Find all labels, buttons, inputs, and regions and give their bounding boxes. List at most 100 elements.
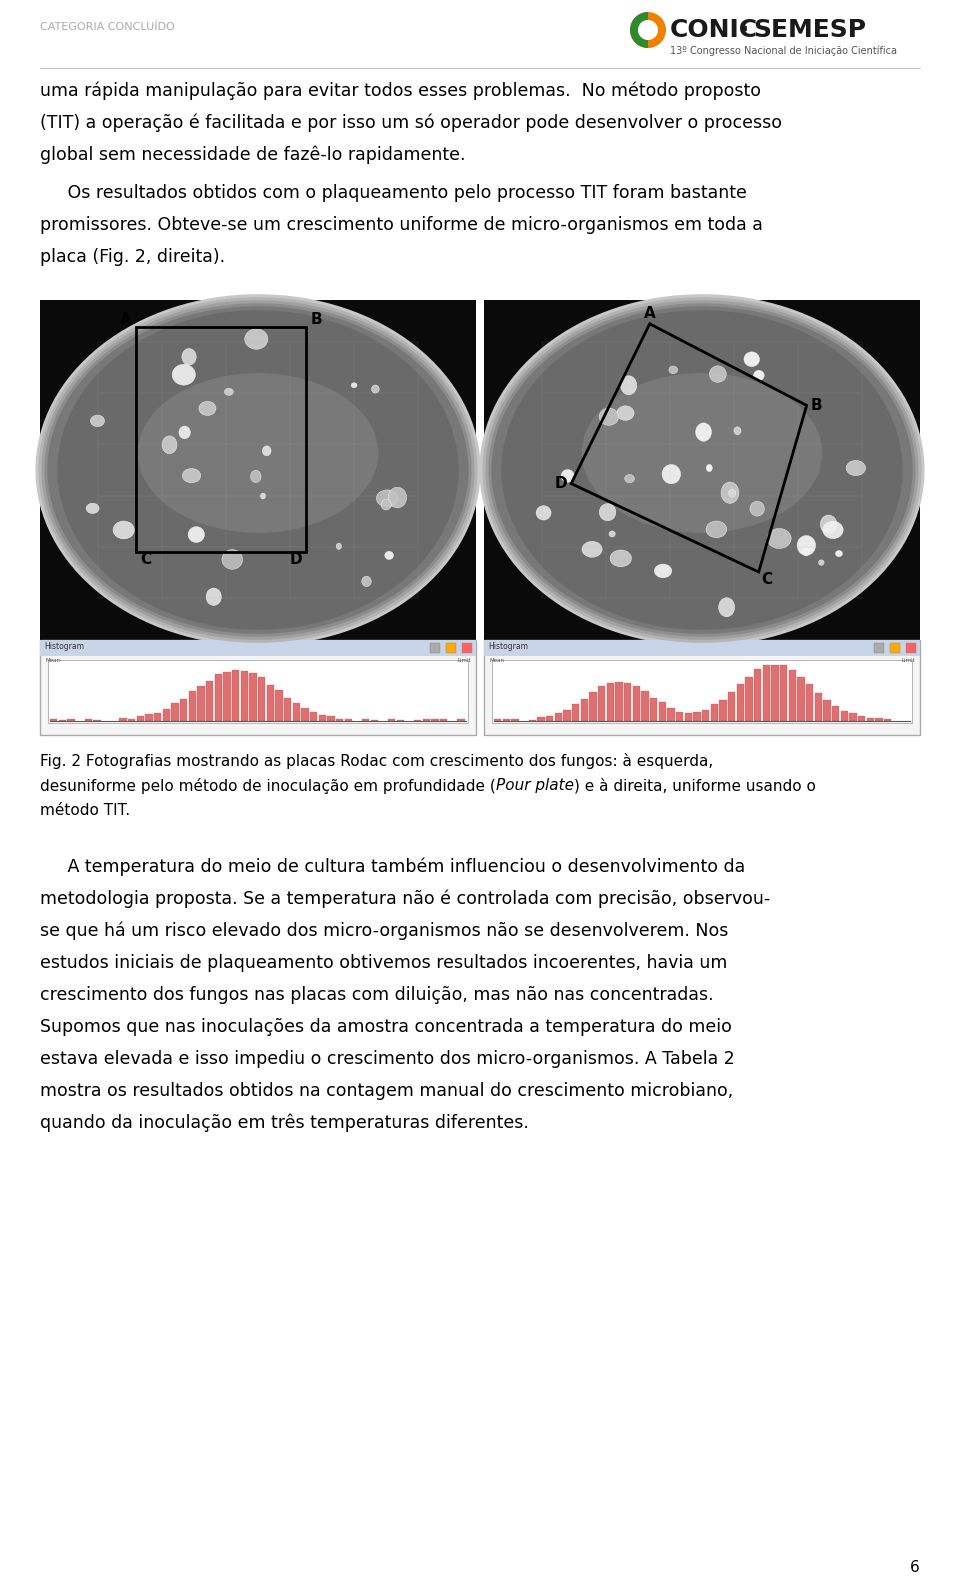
Ellipse shape	[372, 385, 379, 393]
Bar	[874, 643, 884, 653]
Ellipse shape	[90, 415, 105, 426]
Bar	[650, 697, 658, 721]
Bar	[40, 300, 476, 640]
Bar	[492, 661, 912, 723]
Bar	[362, 718, 370, 721]
Ellipse shape	[750, 501, 764, 516]
Ellipse shape	[222, 549, 243, 570]
Ellipse shape	[188, 527, 204, 543]
Text: Limit: Limit	[457, 658, 471, 662]
Bar	[67, 720, 75, 721]
Circle shape	[630, 13, 666, 48]
Bar	[815, 693, 822, 721]
Ellipse shape	[721, 482, 739, 503]
Bar	[728, 691, 735, 721]
Bar	[906, 643, 916, 653]
Text: Os resultados obtidos com o plaqueamento pelo processo TIT foram bastante: Os resultados obtidos com o plaqueamento…	[40, 184, 747, 203]
Ellipse shape	[823, 522, 843, 539]
Ellipse shape	[41, 300, 474, 640]
Ellipse shape	[797, 536, 816, 555]
Ellipse shape	[501, 310, 902, 630]
Bar	[876, 718, 882, 721]
Bar	[762, 666, 770, 721]
Text: estava elevada e isso impediu o crescimento dos micro-organismos. A Tabela 2: estava elevada e isso impediu o crescime…	[40, 1050, 734, 1068]
Text: ·: ·	[740, 18, 750, 41]
Bar	[589, 693, 597, 721]
Ellipse shape	[362, 576, 372, 587]
Text: D: D	[290, 552, 302, 567]
Bar	[754, 669, 761, 721]
Text: SEMESP: SEMESP	[753, 18, 866, 41]
Ellipse shape	[245, 329, 268, 350]
Bar	[676, 712, 684, 721]
Bar	[457, 718, 465, 721]
Bar	[624, 683, 632, 721]
Bar	[607, 683, 614, 721]
Bar	[171, 704, 179, 721]
Text: B: B	[310, 311, 322, 327]
Bar	[198, 686, 204, 721]
Text: (TIT) a operação é facilitada e por isso um só operador pode desenvolver o proce: (TIT) a operação é facilitada e por isso…	[40, 113, 782, 132]
Text: Histogram: Histogram	[488, 642, 528, 651]
Bar	[180, 699, 187, 721]
Ellipse shape	[179, 426, 190, 439]
Ellipse shape	[599, 409, 618, 425]
Ellipse shape	[744, 351, 759, 367]
Ellipse shape	[820, 516, 837, 533]
Text: B: B	[811, 397, 823, 413]
Ellipse shape	[706, 520, 727, 538]
Bar	[215, 674, 222, 721]
Bar	[789, 670, 796, 721]
Ellipse shape	[561, 469, 574, 482]
Ellipse shape	[616, 405, 635, 420]
Bar	[684, 713, 692, 721]
Ellipse shape	[803, 547, 809, 555]
Text: Histogram: Histogram	[44, 642, 84, 651]
Bar	[327, 717, 335, 721]
Ellipse shape	[609, 531, 615, 536]
Bar	[145, 715, 153, 721]
Bar	[484, 300, 920, 640]
Bar	[189, 691, 196, 721]
Ellipse shape	[754, 370, 764, 380]
Text: uma rápida manipulação para evitar todos esses problemas.  No método proposto: uma rápida manipulação para evitar todos…	[40, 81, 761, 101]
Text: crescimento dos fungos nas placas com diluição, mas não nas concentradas.: crescimento dos fungos nas placas com di…	[40, 986, 713, 1004]
Text: método TIT.: método TIT.	[40, 803, 131, 819]
Ellipse shape	[381, 500, 392, 511]
Bar	[806, 685, 813, 721]
Bar	[884, 718, 892, 721]
Ellipse shape	[709, 365, 727, 383]
Ellipse shape	[625, 474, 635, 482]
Ellipse shape	[113, 520, 134, 539]
Bar	[693, 712, 701, 721]
Text: CONIC: CONIC	[670, 18, 758, 41]
Ellipse shape	[251, 471, 261, 482]
Bar	[319, 715, 326, 721]
Bar	[250, 672, 256, 721]
Bar	[40, 640, 476, 736]
Ellipse shape	[492, 306, 913, 634]
Ellipse shape	[479, 294, 924, 646]
Ellipse shape	[767, 528, 791, 549]
Bar	[538, 717, 544, 721]
Bar	[824, 701, 830, 721]
Bar	[119, 718, 127, 721]
Bar	[581, 699, 588, 721]
Ellipse shape	[181, 348, 196, 365]
Bar	[780, 664, 787, 721]
Bar	[564, 710, 570, 721]
Ellipse shape	[336, 543, 342, 549]
Text: 13º Congresso Nacional de Iniciação Científica: 13º Congresso Nacional de Iniciação Cien…	[670, 46, 897, 56]
Wedge shape	[630, 13, 648, 48]
Bar	[850, 713, 856, 721]
Ellipse shape	[225, 388, 233, 396]
Bar	[484, 640, 920, 656]
Bar	[484, 640, 920, 736]
Ellipse shape	[376, 490, 398, 508]
Ellipse shape	[719, 597, 734, 616]
Ellipse shape	[662, 464, 681, 484]
Ellipse shape	[260, 493, 266, 500]
Bar	[798, 677, 804, 721]
Bar	[719, 699, 727, 721]
Bar	[301, 709, 309, 721]
